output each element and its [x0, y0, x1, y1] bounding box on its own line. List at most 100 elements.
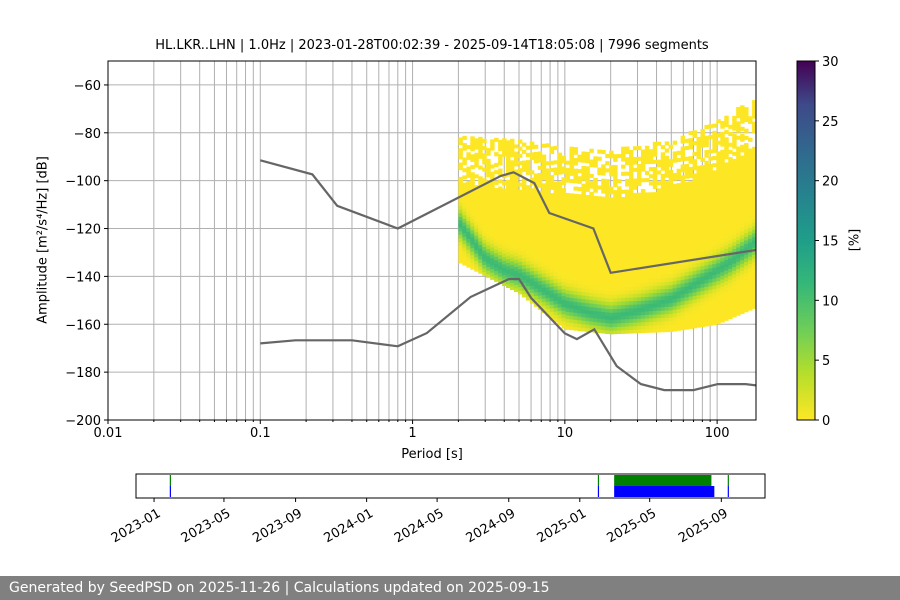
heatmap-cell	[525, 249, 531, 254]
heatmap-cell	[589, 198, 594, 204]
heatmap-cell	[688, 235, 694, 240]
heatmap-cell	[708, 275, 713, 280]
heatmap-cell	[541, 290, 547, 296]
heatmap-cell	[720, 160, 725, 165]
heatmap-cell	[513, 266, 519, 271]
heatmap-cell	[680, 189, 686, 194]
heatmap-cell	[521, 178, 527, 183]
heatmap-cell	[613, 279, 618, 284]
heatmap-cell	[716, 183, 721, 188]
heatmap-cell	[632, 300, 638, 305]
heatmap-cell	[605, 258, 610, 263]
heatmap-cell	[494, 270, 499, 275]
heatmap-cell	[613, 294, 618, 299]
heatmap-cell	[509, 246, 515, 251]
heatmap-cell	[692, 277, 697, 282]
heatmap-cell	[664, 320, 670, 325]
heatmap-cell	[458, 252, 463, 257]
heatmap-cell	[708, 253, 713, 258]
heatmap-cell	[498, 240, 503, 245]
heatmap-cell	[557, 220, 563, 225]
heatmap-cell	[700, 218, 705, 223]
heatmap-cell	[652, 231, 658, 236]
heatmap-cell	[621, 204, 626, 209]
heatmap-cell	[509, 149, 515, 154]
heatmap-cell	[672, 151, 678, 156]
heatmap-cell	[474, 156, 479, 161]
heatmap-cell	[506, 147, 511, 152]
colorbar-label: [%]	[847, 228, 863, 252]
heatmap-cell	[517, 146, 523, 151]
heatmap-cell	[708, 300, 713, 305]
heatmap-cell	[513, 262, 519, 267]
heatmap-cell	[613, 243, 618, 249]
heatmap-cell	[700, 211, 705, 216]
heatmap-cell	[553, 260, 559, 265]
heatmap-cell	[613, 172, 618, 177]
heatmap-cell	[537, 208, 543, 213]
heatmap-cell	[629, 318, 634, 323]
heatmap-cell	[740, 259, 745, 264]
y-axis-label: Amplitude [m²/s⁴/Hz] [dB]	[35, 156, 51, 324]
heatmap-cell	[609, 283, 614, 288]
heatmap-cell	[644, 321, 650, 326]
heatmap-cell	[565, 235, 571, 241]
heatmap-cell	[486, 266, 491, 271]
heatmap-cell	[696, 172, 701, 177]
heatmap-cell	[688, 238, 694, 243]
heatmap-cell	[521, 200, 527, 205]
heatmap-cell	[744, 268, 749, 273]
heatmap-cell	[561, 195, 567, 200]
heatmap-cell	[589, 252, 594, 257]
heatmap-cell	[652, 249, 658, 254]
heatmap-cell	[617, 240, 622, 245]
y-tick-label: −100	[65, 175, 101, 190]
heatmap-cell	[533, 277, 539, 282]
heatmap-cell	[640, 192, 646, 197]
heatmap-cell	[720, 174, 725, 179]
heatmap-cell	[648, 199, 654, 204]
heatmap-cell	[684, 145, 690, 151]
heatmap-cell	[712, 292, 717, 297]
heatmap-cell	[712, 238, 717, 243]
heatmap-cell	[744, 283, 749, 288]
heatmap-cell	[525, 167, 531, 172]
heatmap-cell	[629, 293, 634, 298]
heatmap-cell	[462, 214, 467, 219]
heatmap-cell	[636, 300, 642, 305]
heatmap-cell	[752, 193, 756, 198]
heatmap-cell	[736, 300, 741, 305]
heatmap-cell	[732, 169, 737, 174]
heatmap-cell	[632, 203, 638, 208]
heatmap-cell	[458, 209, 463, 214]
heatmap-cell	[605, 243, 610, 248]
heatmap-cell	[676, 247, 682, 252]
heatmap-cell	[660, 245, 666, 250]
heatmap-cell	[648, 217, 654, 222]
heatmap-cell	[744, 261, 749, 266]
heatmap-cell	[601, 196, 606, 201]
heatmap-cell	[625, 178, 630, 183]
heatmap-cell	[716, 230, 721, 235]
heatmap-cell	[700, 182, 705, 188]
heatmap-cell	[752, 265, 756, 270]
heatmap-cell	[490, 203, 495, 209]
heatmap-cell	[724, 198, 729, 203]
heatmap-cell	[561, 249, 567, 254]
heatmap-cell	[613, 297, 618, 302]
heatmap-cell	[736, 275, 741, 280]
heatmap-cell	[728, 261, 733, 266]
heatmap-cell	[486, 248, 491, 253]
heatmap-cell	[605, 283, 610, 288]
heatmap-cell	[502, 220, 507, 225]
heatmap-cell	[680, 293, 686, 298]
heatmap-cell	[676, 294, 682, 299]
heatmap-cell	[692, 177, 697, 182]
heatmap-cell	[549, 225, 555, 230]
heatmap-cell	[533, 151, 539, 157]
heatmap-cell	[462, 236, 467, 241]
heatmap-cell	[565, 253, 571, 259]
heatmap-cell	[569, 200, 574, 205]
heatmap-cell	[672, 187, 678, 192]
heatmap-cell	[458, 205, 463, 210]
